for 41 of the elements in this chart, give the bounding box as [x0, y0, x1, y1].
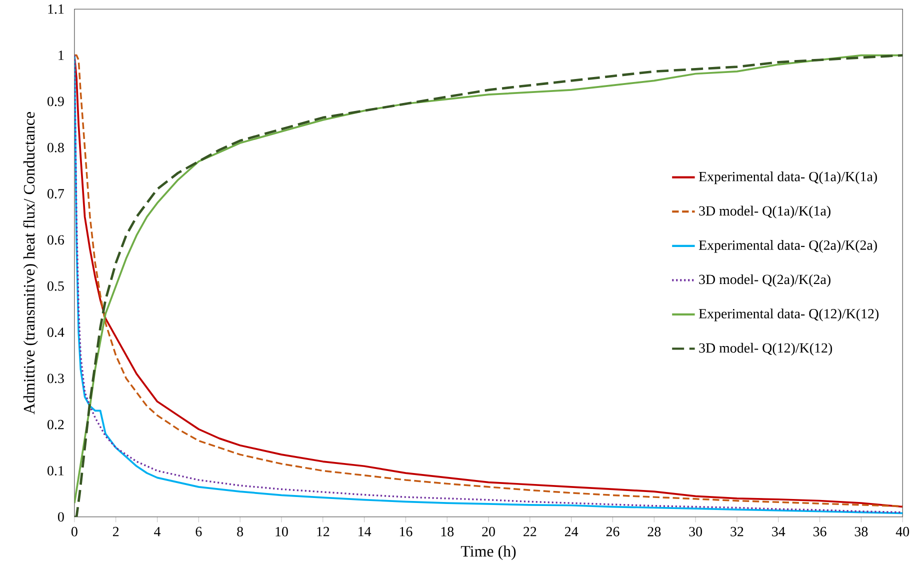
y-tick-label: 0.2 — [48, 420, 64, 430]
y-tick-label: 0.6 — [48, 235, 64, 244]
x-tick-label: 20 — [482, 526, 495, 536]
y-axis-title: Admittive (transmitive) heat flux/ Conductance — [23, 112, 38, 414]
x-tick-label: 36 — [813, 526, 826, 536]
x-tick-label: 12 — [317, 526, 330, 536]
x-tick-label: 40 — [896, 526, 910, 536]
x-tick-label: 6 — [196, 526, 202, 536]
legend-label: 3D model- Q(1a)/K(1a) — [699, 206, 830, 218]
x-tick-label: 8 — [237, 526, 244, 536]
x-tick-label: 16 — [400, 526, 412, 536]
y-tick-label: 0 — [58, 512, 64, 522]
x-tick-label: 14 — [358, 526, 372, 536]
x-tick-label: 30 — [689, 526, 702, 536]
x-tick-label: 4 — [154, 526, 161, 536]
x-tick-label: 32 — [730, 526, 744, 536]
legend-label: Experimental data- Q(2a)/K(2a) — [698, 240, 877, 252]
legend-label: 3D model- Q(12)/K(12) — [699, 342, 832, 356]
x-tick-label: 0 — [71, 526, 78, 536]
x-tick-label: 28 — [648, 526, 661, 536]
y-tick-label: 0.7 — [48, 188, 64, 198]
legend-label: Experimental data- Q(12)/K(12) — [698, 308, 879, 322]
x-tick-label: 34 — [772, 526, 786, 536]
x-tick-label: 26 — [606, 526, 620, 536]
y-tick-label: 1.1 — [48, 4, 64, 14]
y-tick-label: 0.3 — [48, 374, 64, 383]
y-tick-label: 0.8 — [48, 142, 64, 152]
x-tick-label: 38 — [854, 526, 868, 536]
y-tick-label: 0.9 — [48, 96, 64, 106]
x-axis-title: Time (h) — [460, 545, 516, 560]
x-tick-label: 18 — [441, 526, 454, 536]
legend-label: Experimental data- Q(1a)/K(1a) — [698, 171, 877, 184]
legend-label: 3D model- Q(2a)/K(2a) — [699, 274, 830, 287]
x-tick-label: 24 — [564, 526, 578, 536]
y-tick-label: 0.5 — [48, 281, 64, 291]
x-tick-label: 10 — [276, 526, 288, 536]
y-tick-label: 1 — [58, 50, 64, 60]
x-tick-label: 2 — [112, 526, 119, 536]
y-tick-label: 0.4 — [48, 327, 64, 337]
y-tick-label: 0.1 — [48, 466, 64, 476]
x-tick-label: 22 — [524, 526, 536, 536]
